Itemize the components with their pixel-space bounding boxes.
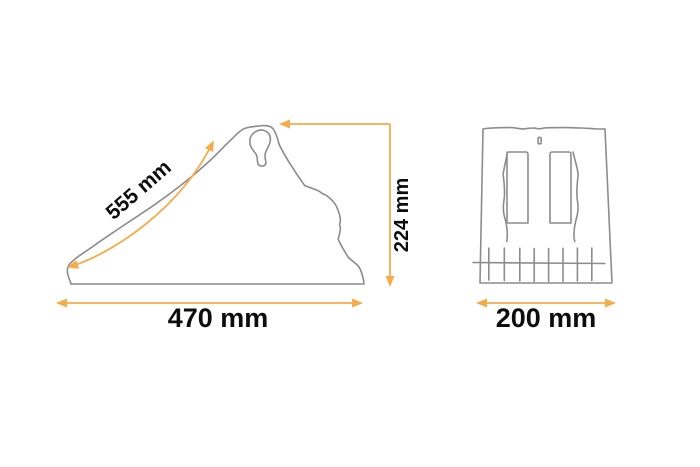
svg-text:470 mm: 470 mm xyxy=(168,303,269,333)
svg-text:555 mm: 555 mm xyxy=(102,156,176,225)
svg-text:224 mm: 224 mm xyxy=(391,178,413,253)
svg-text:200 mm: 200 mm xyxy=(496,303,597,333)
